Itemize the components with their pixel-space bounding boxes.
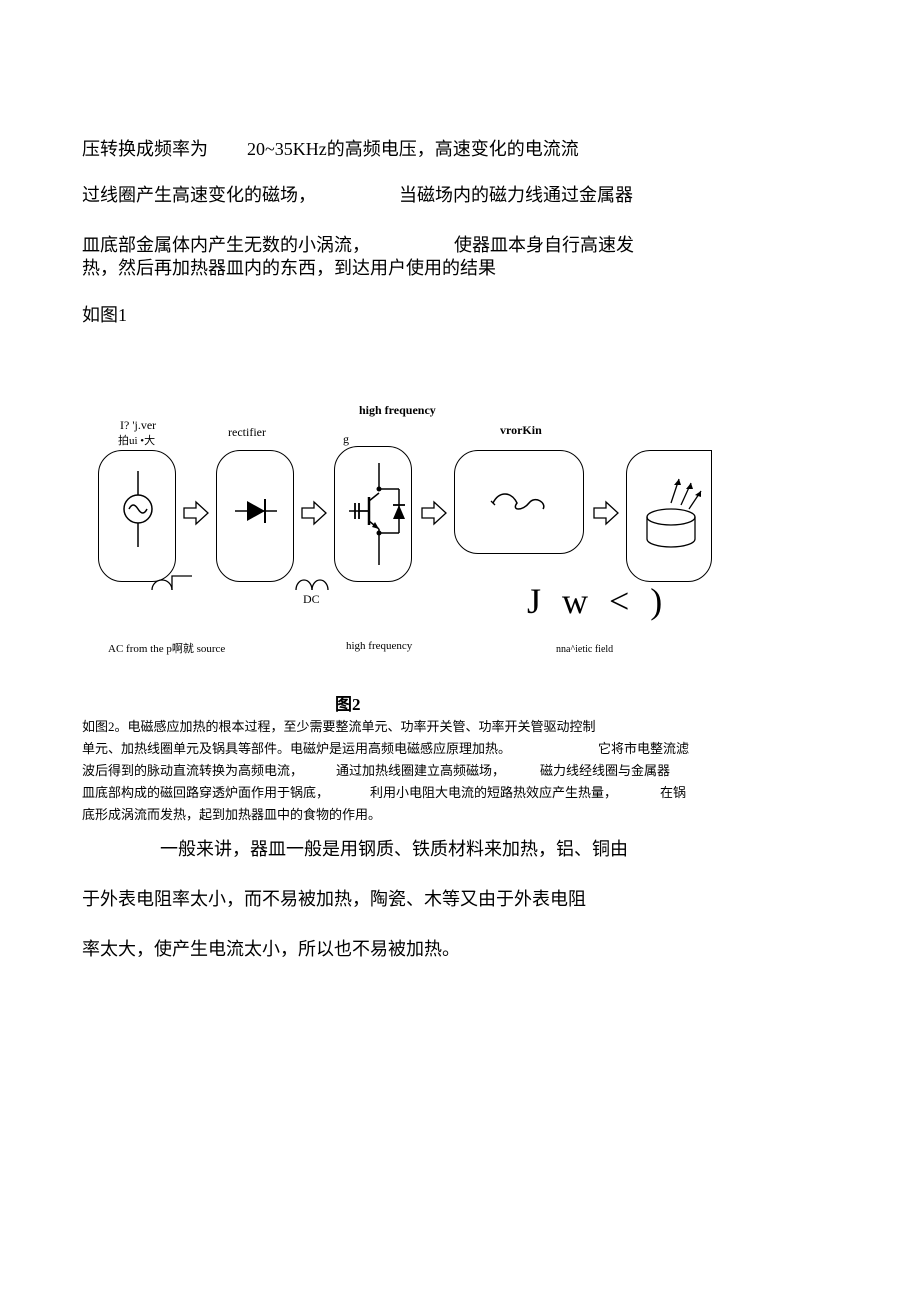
arrow-icon (182, 500, 210, 531)
para-line: 压转换成频率为 (82, 140, 208, 158)
diagram-label-dc: DC (303, 592, 320, 607)
figure-caption: 图2 (335, 690, 361, 715)
ac-wave-icon (148, 572, 200, 594)
diagram-block-rectifier (216, 450, 294, 582)
body-line: 通过加热线圈建立高频磁场， (336, 760, 505, 782)
diagram-label-mag-bottom: nna^ietic field (556, 644, 613, 655)
diagram-label-jw: J w < ) (527, 580, 668, 622)
power-source-icon (99, 451, 177, 583)
para-line: 过线圈产生高速变化的磁场， (82, 186, 316, 204)
para-line: 于外表电阻率太小，而不易被加热，陶瓷、木等又由于外表电阻 (82, 890, 586, 908)
body-line: 波后得到的脉动直流转换为高频电流， (82, 760, 303, 782)
diagram-block-power (98, 450, 176, 582)
arrow-icon (592, 500, 620, 531)
body-line: 底形成涡流而发热，起到加热器皿中的食物的作用。 (82, 804, 381, 826)
diagram-label-hf-g: g (343, 432, 349, 447)
diagram-label-power-top2: 拍ui •大 (118, 432, 155, 448)
diagram-label-vrorkin: vrorKin (500, 423, 542, 438)
heat-pot-icon (627, 451, 713, 583)
diagram-block-heat (626, 450, 712, 582)
rectifier-diode-icon (217, 451, 295, 583)
diagram-label-power-top: I? 'j.ver (120, 418, 156, 433)
para-line: 使器皿本身自行高速发 (454, 236, 634, 254)
coil-icon (455, 451, 585, 555)
para-line: 皿底部金属体内产生无数的小涡流， (82, 236, 370, 254)
body-line: 皿底部构成的磁回路穿透炉面作用于锅底， (82, 782, 329, 804)
diagram-label-ac-bottom: AC from the p啊就 source (108, 640, 225, 656)
igbt-switch-icon (335, 447, 413, 583)
para-fig1-ref: 如图1 (82, 306, 127, 324)
arrow-icon (300, 500, 328, 531)
para-line: 热，然后再加热器皿内的东西，到达用户使用的结果 (82, 259, 496, 277)
diagram-block-hf-switch (334, 446, 412, 582)
diagram-block-coil (454, 450, 584, 554)
diagram-label-hf-top: high frequency (359, 403, 436, 418)
diagram-label-hf-bottom: high frequency (346, 640, 412, 652)
body-line: 如图2。电磁感应加热的根本过程，至少需要整流单元、功率开关管、功率开关管驱动控制 (82, 716, 596, 738)
para-line: 20~35KHz的高频电压，高速变化的电流流 (247, 140, 579, 158)
arrow-icon (420, 500, 448, 531)
para-line: 当磁场内的磁力线通过金属器 (399, 186, 633, 204)
body-line: 利用小电阻大电流的短路热效应产生热量， (370, 782, 617, 804)
body-line: 它将市电整流滤 (598, 738, 689, 760)
body-line: 在锅 (660, 782, 686, 804)
diagram-label-rectifier: rectifier (228, 425, 266, 440)
para-line: 一般来讲，器皿一般是用钢质、铁质材料来加热，铝、铜由 (160, 840, 628, 858)
para-line: 率太大，使产生电流太小，所以也不易被加热。 (82, 940, 460, 958)
body-line: 单元、加热线圈单元及锅具等部件。电磁炉是运用高频电磁感应原理加热。 (82, 738, 511, 760)
body-line: 磁力线经线圈与金属器 (540, 760, 670, 782)
